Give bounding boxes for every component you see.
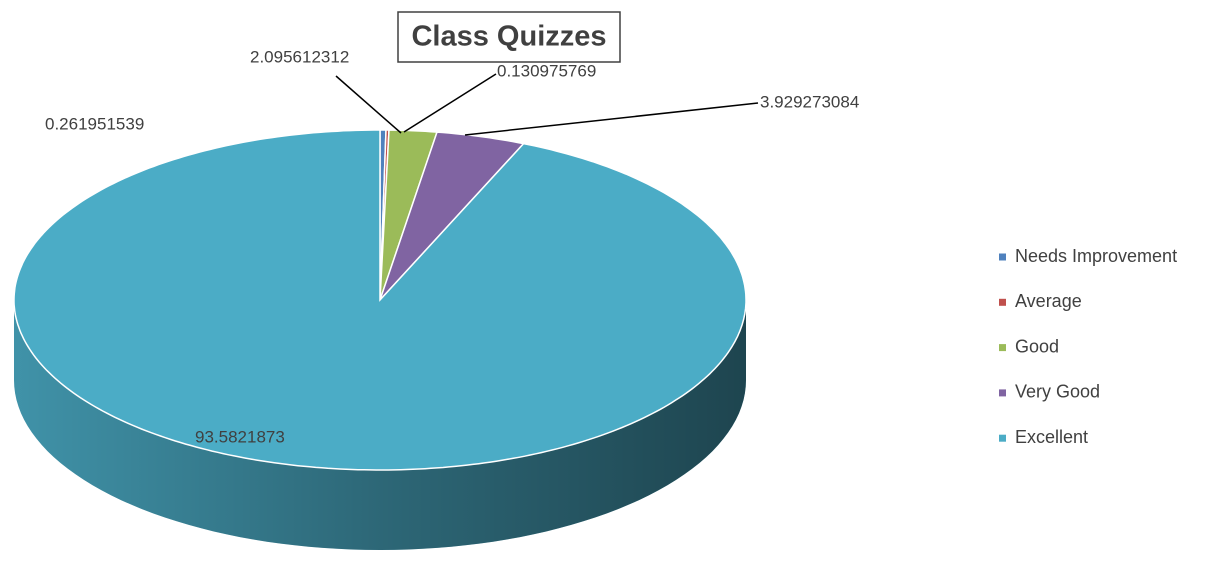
leader-line [403,73,497,133]
data-label: 93.5821873 [195,427,285,446]
slice [379,131,526,301]
slice [13,129,747,471]
legend-label: Needs Improvement [1015,246,1177,266]
data-label: 2.095612312 [250,47,349,66]
chart-title: Class Quizzes [411,21,606,53]
pie-sides [14,300,746,550]
data-label: 0.130975769 [497,61,596,80]
legend-swatch [999,344,1006,352]
leader-line [335,75,402,134]
legend-label: Excellent [1015,427,1088,447]
leader-line [464,102,759,136]
legend-swatch [999,434,1006,442]
legend-label: Very Good [1015,382,1100,402]
data-label: 3.929273084 [760,92,859,111]
legend-label: Good [1015,336,1059,356]
data-label: 0.261951539 [45,114,144,133]
legend-label: Average [1015,291,1082,311]
legend-swatch [999,389,1006,397]
slice-side-shade [14,300,746,550]
legend-swatch [999,253,1006,261]
title-box [397,11,621,63]
pie [13,129,747,550]
legend-swatch [999,298,1006,306]
